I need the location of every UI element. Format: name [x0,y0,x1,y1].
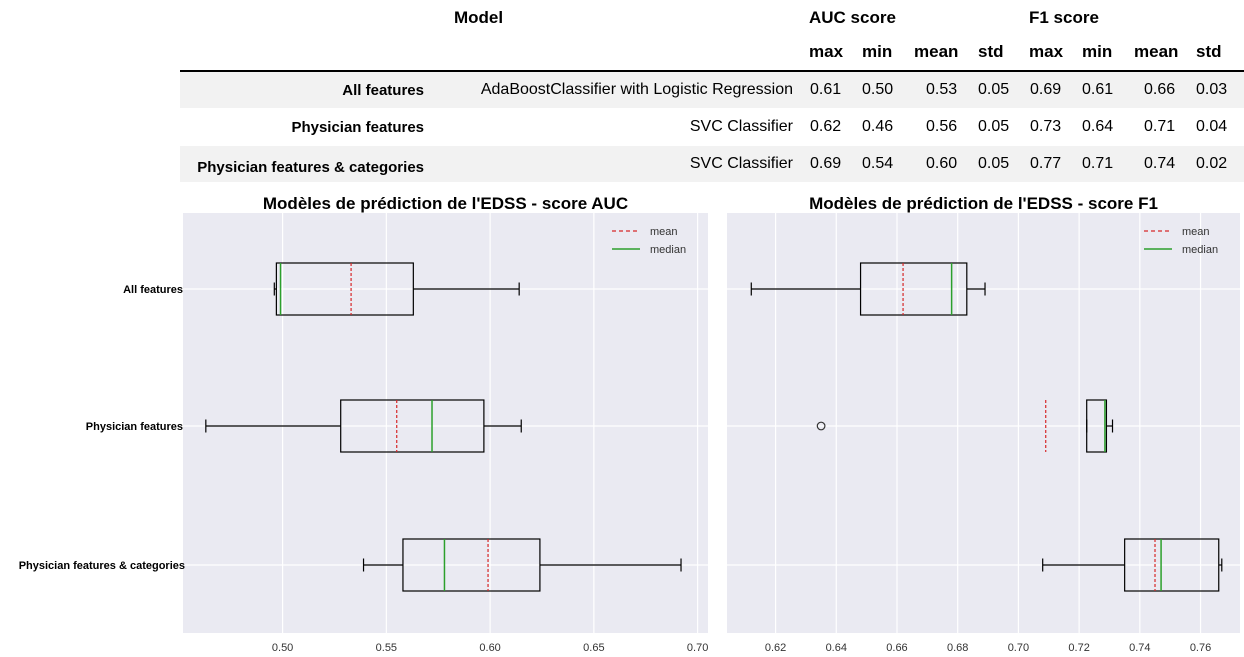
table-cell: 0.05 [978,81,1010,98]
auc-group-header: AUC score [809,8,896,27]
table-cell: 0.71 [1144,118,1176,135]
chart-title: Modèles de prédiction de l'EDSS - score … [809,194,1158,213]
model-header: Model [454,8,504,27]
table-cell: 0.54 [862,155,894,172]
column-header: mean [914,42,959,61]
legend-median-label: median [1182,244,1218,256]
row-label: Physician features [291,119,424,136]
x-tick-label: 0.66 [886,642,907,654]
column-header: std [978,42,1004,61]
x-tick-label: 0.76 [1190,642,1211,654]
row-model: AdaBoostClassifier with Logistic Regress… [480,81,793,98]
plot-area [727,213,1240,633]
legend-mean-label: mean [650,226,678,238]
table-cell: 0.53 [926,81,958,98]
column-header: std [1196,42,1222,61]
box-iqr [402,538,541,592]
x-tick-label: 0.72 [1068,642,1089,654]
column-header: mean [1134,42,1179,61]
table-cell: 0.69 [810,155,842,172]
x-tick-label: 0.55 [376,642,397,654]
column-header: max [809,42,844,61]
x-tick-label: 0.50 [272,642,293,654]
table-cell: 0.61 [1082,81,1114,98]
table-cell: 0.62 [810,118,842,135]
column-header: min [1082,42,1113,61]
box-iqr [1124,538,1220,592]
f1-group-header: F1 score [1029,8,1099,27]
table-cell: 0.50 [862,81,894,98]
box-iqr [275,262,414,316]
box-iqr [340,399,485,453]
box-iqr [1086,399,1108,453]
y-category-label: Physician features & categories [19,560,185,572]
row-model: SVC Classifier [689,155,793,172]
table-cell: 0.61 [810,81,842,98]
table-cell: 0.60 [926,155,958,172]
table-cell: 0.71 [1082,155,1114,172]
table-cell: 0.73 [1030,118,1062,135]
x-tick-label: 0.74 [1129,642,1150,654]
table-header-rule [180,70,1244,72]
plot-area [183,213,708,633]
x-tick-label: 0.62 [765,642,786,654]
table-cell: 0.77 [1030,155,1062,172]
x-tick-label: 0.60 [479,642,500,654]
box-iqr [859,262,968,316]
table-cell: 0.46 [862,118,894,135]
y-category-label: Physician features [86,421,183,433]
x-tick-label: 0.70 [687,642,708,654]
row-model: SVC Classifier [689,118,793,135]
y-category-label: All features [123,284,183,296]
row-label: All features [342,82,424,99]
table-cell: 0.69 [1030,81,1062,98]
table-cell: 0.05 [978,155,1010,172]
column-header: min [862,42,893,61]
table-cell: 0.64 [1082,118,1114,135]
table-row-stripe [180,72,1244,108]
table-cell: 0.05 [978,118,1010,135]
column-header: max [1029,42,1064,61]
row-label: Physician features & categories [197,159,424,176]
results-table: Model AUC score F1 score max min mean st… [0,0,1244,185]
x-tick-label: 0.65 [583,642,604,654]
legend-median-label: median [650,244,686,256]
table-cell: 0.04 [1196,118,1228,135]
x-tick-label: 0.64 [826,642,847,654]
table-cell: 0.02 [1196,155,1228,172]
legend-mean-label: mean [1182,226,1210,238]
x-tick-label: 0.70 [1008,642,1029,654]
table-cell: 0.56 [926,118,958,135]
x-tick-label: 0.68 [947,642,968,654]
outlier-point [816,421,826,431]
table-cell: 0.74 [1144,155,1176,172]
table-cell: 0.03 [1196,81,1228,98]
table-cell: 0.66 [1144,81,1176,98]
table-row-stripe [180,146,1244,182]
chart-title: Modèles de prédiction de l'EDSS - score … [263,194,628,213]
